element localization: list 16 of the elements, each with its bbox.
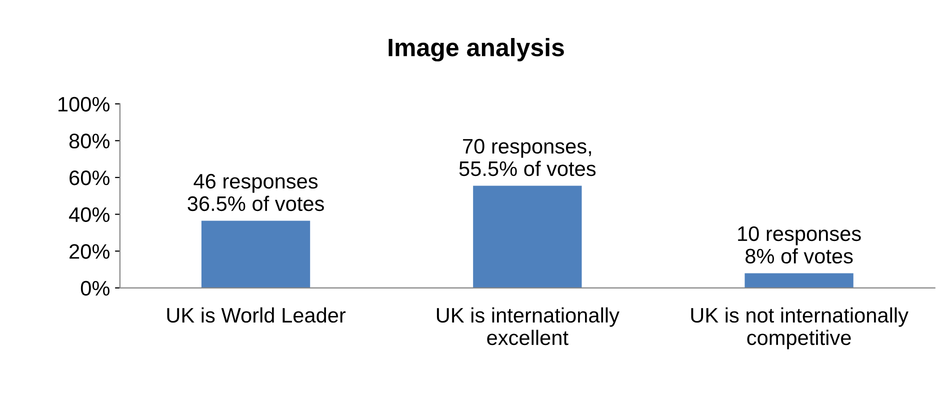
y-tick-label: 60% [70, 170, 110, 186]
data-label: 46 responses 36.5% of votes [188, 174, 324, 212]
y-tick-label: 40% [69, 207, 110, 222]
y-tick-label: 0% [80, 280, 110, 296]
data-label: 10 responses 8% of votes [738, 226, 861, 264]
bar [744, 273, 854, 288]
y-tick-label: 100% [58, 96, 110, 112]
bar [473, 186, 582, 288]
x-tick-label: UK is World Leader [167, 307, 346, 323]
x-tick-label: UK is not internationally competitive [691, 307, 908, 350]
chart-title: Image analysis [388, 38, 564, 62]
x-tick-label: UK is internationally excellent [436, 307, 620, 346]
data-label: 70 responses, 55.5% of votes [459, 138, 596, 176]
y-tick-label: 80% [69, 134, 110, 148]
y-tick-label: 20% [70, 244, 110, 259]
bar [201, 220, 310, 288]
